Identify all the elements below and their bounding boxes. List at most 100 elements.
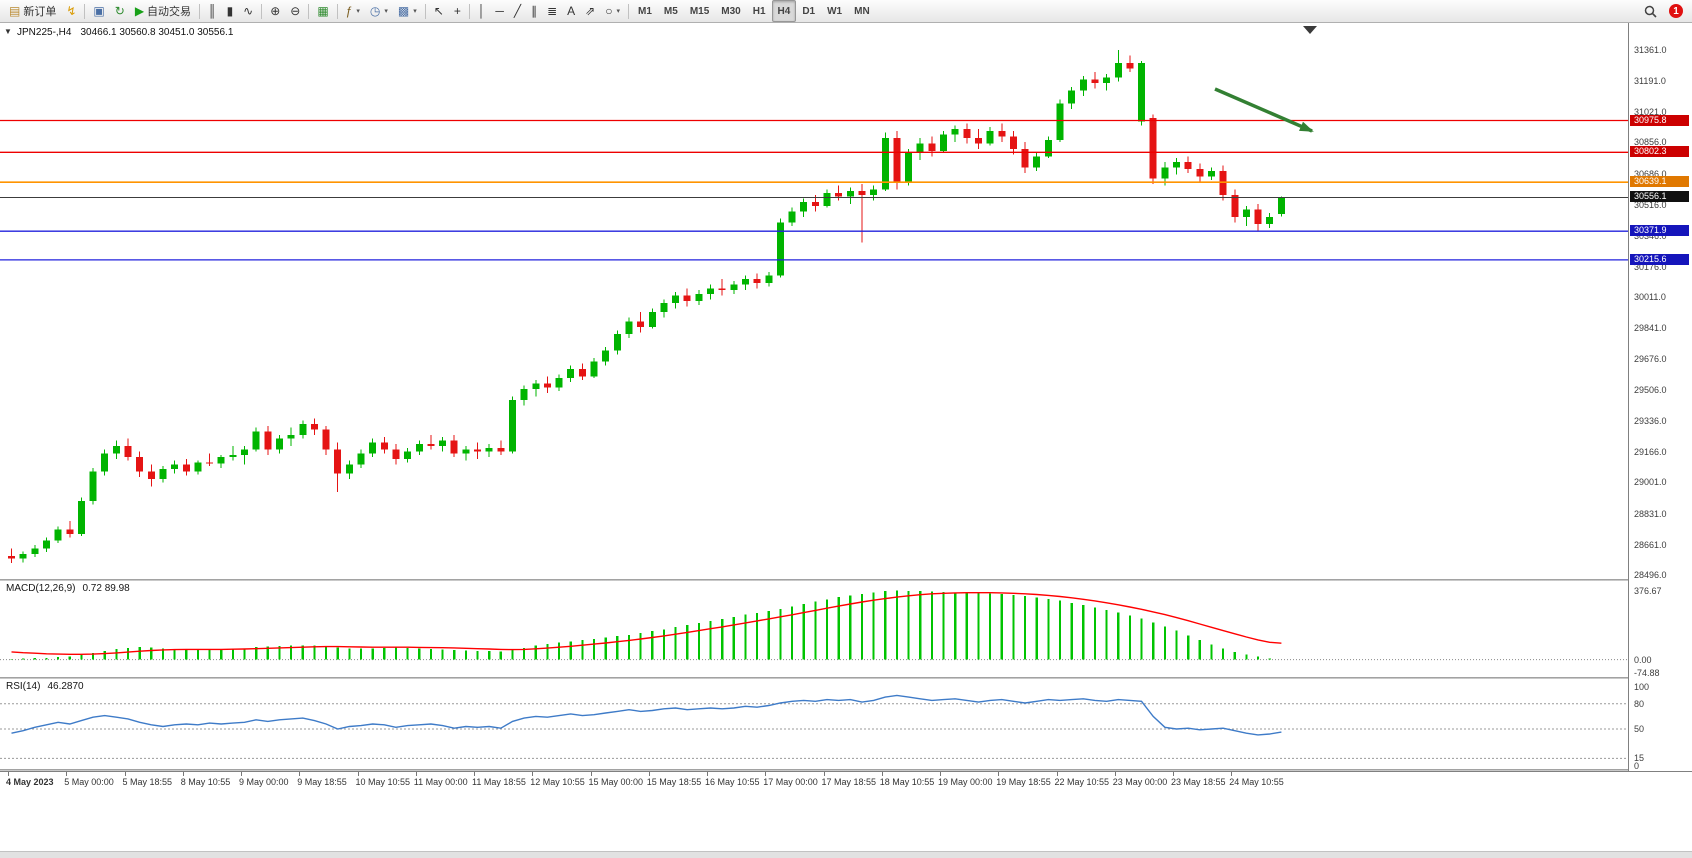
crosshair-button[interactable]: + bbox=[449, 0, 466, 22]
timeframe-m15-button[interactable]: M15 bbox=[684, 0, 715, 22]
price-scale-label: 31361.0 bbox=[1634, 44, 1667, 55]
horizontal-line-icon: ─ bbox=[495, 4, 504, 18]
indicators-icon: ƒ bbox=[345, 4, 353, 18]
tile-windows-button[interactable]: ▦ bbox=[312, 0, 333, 22]
channel-button[interactable]: ∥ bbox=[526, 0, 542, 22]
level-price-tag: 30975.8 bbox=[1630, 114, 1689, 126]
time-axis-label: 15 May 00:00 bbox=[588, 777, 644, 787]
time-axis-tick bbox=[881, 772, 883, 776]
annotation-arrow[interactable] bbox=[1214, 87, 1314, 133]
arrows-button[interactable]: ⇗ bbox=[580, 0, 600, 22]
price-scale-label: 29336.0 bbox=[1634, 416, 1667, 427]
time-axis-tick bbox=[415, 772, 417, 776]
fibonacci-button[interactable]: ≣ bbox=[542, 0, 562, 22]
auto-trading-button-label: 自动交易 bbox=[147, 6, 192, 18]
charts-button[interactable]: ▣ bbox=[88, 0, 109, 22]
timeframe-h4-button-label: H4 bbox=[777, 5, 791, 17]
vertical-line-button[interactable]: │ bbox=[473, 0, 491, 22]
bar-chart-button[interactable]: ║ bbox=[203, 0, 222, 22]
time-axis-tick bbox=[823, 772, 825, 776]
timeframe-w1-button[interactable]: W1 bbox=[821, 0, 848, 22]
zoom-out-button[interactable]: ⊖ bbox=[285, 0, 305, 22]
rsi-canvas[interactable] bbox=[0, 679, 1628, 771]
status-strip bbox=[0, 851, 1692, 858]
time-axis-tick bbox=[299, 772, 301, 776]
bar-chart-icon: ║ bbox=[208, 4, 217, 18]
timeframe-mn-button[interactable]: MN bbox=[848, 0, 876, 22]
toolbar-separator bbox=[424, 3, 426, 19]
main-chart-pane[interactable]: ▼ JPN225-,H4 30466.1 30560.8 30451.0 3055… bbox=[0, 23, 1628, 579]
timeframe-h4-button[interactable]: H4 bbox=[771, 0, 797, 22]
time-axis-tick bbox=[241, 772, 242, 776]
auto-trading-button[interactable]: ▶ 自动交易 bbox=[130, 0, 196, 22]
time-axis-tick bbox=[8, 772, 9, 776]
toolbar-separator bbox=[308, 3, 310, 19]
search-button[interactable] bbox=[1639, 0, 1662, 22]
trendline-button[interactable]: ╱ bbox=[509, 0, 526, 22]
pane-divider[interactable] bbox=[0, 769, 1692, 771]
macd-scale-label: 376.67 bbox=[1634, 585, 1662, 596]
timeframe-h1-button[interactable]: H1 bbox=[747, 0, 772, 22]
price-scale-label: 31021.0 bbox=[1634, 107, 1667, 118]
zoom-in-button[interactable]: ⊕ bbox=[265, 0, 285, 22]
time-axis-label: 5 May 18:55 bbox=[122, 777, 173, 787]
clock-icon: ◷ bbox=[369, 4, 381, 18]
text-button[interactable]: A bbox=[562, 0, 580, 22]
price-scale-label: 28496.0 bbox=[1634, 569, 1667, 580]
horizontal-line-button[interactable]: ─ bbox=[490, 0, 509, 22]
timeframe-m5-button[interactable]: M5 bbox=[658, 0, 684, 22]
time-axis-tick bbox=[474, 772, 475, 776]
macd-canvas[interactable] bbox=[0, 581, 1628, 677]
candlestick-chart-button[interactable]: ▮ bbox=[222, 0, 239, 22]
rsi-label: RSI(14) 46.2870 bbox=[6, 681, 91, 692]
refresh-icon: ↻ bbox=[114, 4, 125, 18]
line-chart-button[interactable]: ∿ bbox=[238, 0, 258, 22]
toolbar-separator bbox=[261, 3, 263, 19]
toolbar-separator bbox=[336, 3, 338, 19]
timeframe-d1-button[interactable]: D1 bbox=[796, 0, 821, 22]
time-axis-label: 11 May 18:55 bbox=[472, 777, 526, 787]
template-icon: ▩ bbox=[397, 4, 410, 18]
time-axis-tick bbox=[707, 772, 708, 776]
toolbar: ▤ 新订单 ↯ ▣ ↻ ▶ 自动交易 ║ ▮ ∿ ⊕ ⊖ ▦ ƒ ▾ ◷ ▾ ▩ ▾ ↖ + │ ─ ╱ ∥ ≣ A ⇗ ○ ▾ M1 M5 M… bbox=[0, 0, 1692, 23]
tile-windows-icon: ▦ bbox=[317, 4, 329, 18]
refresh-button[interactable]: ↻ bbox=[110, 0, 130, 22]
pane-divider[interactable] bbox=[0, 579, 1692, 581]
macd-pane[interactable]: MACD(12,26,9) 0.72 89.98 bbox=[0, 581, 1628, 677]
cursor-button[interactable]: ↖ bbox=[429, 0, 449, 22]
time-axis-label: 17 May 00:00 bbox=[763, 777, 818, 787]
time-axis-tick bbox=[1114, 772, 1116, 776]
timeframe-m5-button-label: M5 bbox=[663, 5, 678, 17]
play-icon: ▶ bbox=[134, 4, 145, 18]
time-axis-tick bbox=[998, 772, 1000, 776]
rsi-line bbox=[11, 694, 1282, 736]
price-scale-label: 30516.0 bbox=[1634, 199, 1667, 210]
pane-divider[interactable] bbox=[0, 677, 1692, 679]
periods-button[interactable]: ◷ ▾ bbox=[365, 0, 393, 22]
zoom-in-icon: ⊕ bbox=[270, 4, 281, 18]
time-axis[interactable]: 4 May 2023 5 May 00:00 5 May 18:55 8 May 10… bbox=[0, 771, 1692, 794]
time-axis-tick bbox=[182, 772, 184, 776]
price-scale[interactable]: 31361.0 31191.0 31021.0 30856.0 30686.0 30516… bbox=[1628, 23, 1692, 771]
templates-button[interactable]: ▩ ▾ bbox=[393, 0, 422, 22]
one-click-trading-toggle[interactable]: ▼ bbox=[4, 27, 12, 36]
quick-trade-button[interactable]: ↯ bbox=[61, 0, 81, 22]
macd-name: MACD(12,26,9) bbox=[6, 583, 76, 594]
timeframe-m30-button-label: M30 bbox=[721, 5, 741, 17]
time-axis-label: 24 May 10:55 bbox=[1229, 777, 1284, 787]
chart-window-icon: ▣ bbox=[93, 4, 105, 18]
shapes-button[interactable]: ○ ▾ bbox=[600, 0, 625, 22]
new-order-button[interactable]: ▤ 新订单 bbox=[4, 0, 61, 22]
indicators-button[interactable]: ƒ ▾ bbox=[341, 0, 365, 22]
chart-shift-marker[interactable] bbox=[1303, 26, 1317, 34]
rsi-pane[interactable]: RSI(14) 46.2870 bbox=[0, 679, 1628, 771]
timeframe-w1-button-label: W1 bbox=[827, 5, 843, 17]
time-axis-tick bbox=[648, 772, 650, 776]
time-axis-tick bbox=[124, 772, 126, 776]
macd-scale-label: -74.88 bbox=[1634, 668, 1660, 679]
timeframe-m30-button[interactable]: M30 bbox=[715, 0, 746, 22]
price-scale-label: 30176.0 bbox=[1634, 262, 1667, 273]
notification-badge[interactable]: 1 bbox=[1669, 4, 1683, 18]
timeframe-m1-button[interactable]: M1 bbox=[632, 0, 658, 22]
main-chart-canvas[interactable] bbox=[0, 23, 1628, 579]
